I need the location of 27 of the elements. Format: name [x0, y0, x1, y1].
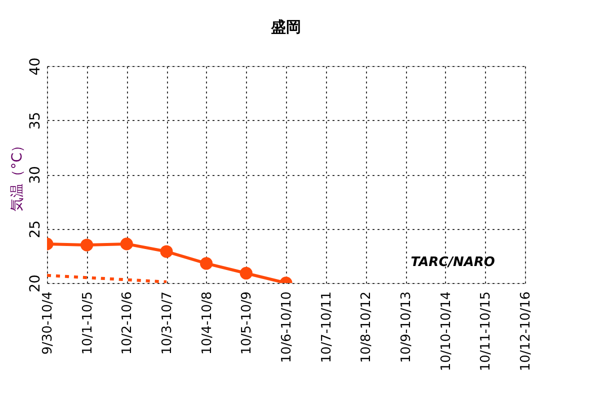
- point: [160, 245, 173, 258]
- point: [80, 238, 94, 252]
- y-tick-label: 35: [28, 112, 44, 130]
- x-tick-label: 10/12-10/16: [518, 292, 534, 372]
- x-tick-label: 10/10-10/14: [438, 292, 454, 372]
- x-tick-label: 10/1-10/5: [80, 292, 96, 355]
- x-tick-label: 9/30-10/4: [40, 292, 56, 355]
- y-tick-label: 30: [28, 166, 44, 184]
- y-tick-label: 40: [28, 58, 44, 76]
- point: [200, 257, 213, 270]
- y-tick-label: 20: [28, 274, 44, 292]
- x-tick-label: 10/5-10/9: [240, 292, 255, 355]
- x-tick-label: 10/3-10/7: [160, 292, 175, 355]
- y-tick-label: 25: [28, 220, 44, 238]
- point: [120, 238, 133, 250]
- x-tick-label: 10/7-10/11: [319, 292, 334, 363]
- x-tick-label: 10/6-10/10: [280, 292, 294, 363]
- chart-title: 盛岡: [270, 18, 301, 36]
- y-axis-title: 気温（°C）: [10, 138, 26, 212]
- x-tick-label: 10/2-10/6: [120, 292, 136, 355]
- line-series: [47, 274, 168, 283]
- x-tick-label: 10/8-10/12: [359, 292, 374, 363]
- x-tick-label: 10/9-10/13: [399, 292, 414, 363]
- annotation: TARC/NARO: [410, 255, 495, 270]
- x-tick-label: 10/4-10/8: [200, 292, 215, 355]
- x-tick-label: 10/11-10/15: [478, 292, 494, 372]
- point: [240, 266, 252, 280]
